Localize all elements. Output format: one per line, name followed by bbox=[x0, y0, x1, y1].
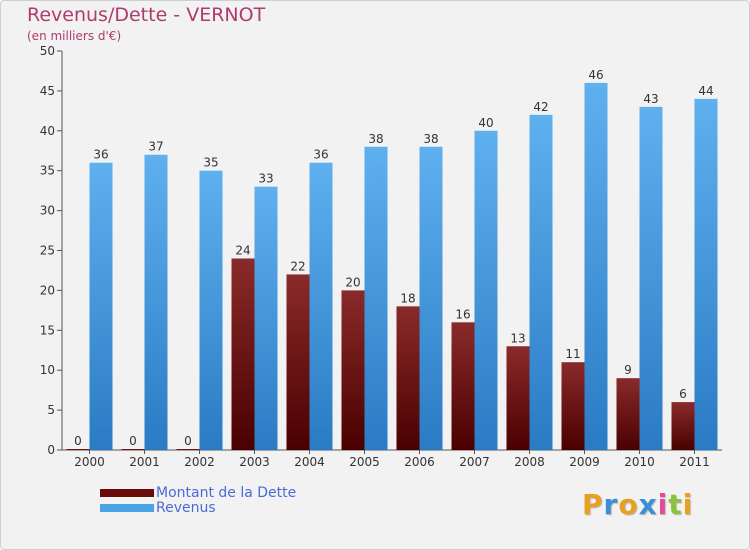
debt-value-label: 11 bbox=[565, 347, 580, 361]
logo-letter: P bbox=[582, 488, 604, 521]
revenus-bar bbox=[474, 130, 498, 451]
revenus-bar bbox=[254, 186, 278, 450]
debt-bar bbox=[341, 290, 365, 450]
revenus-bar bbox=[199, 170, 223, 450]
legend-swatch-revenus bbox=[100, 504, 154, 512]
debt-bar bbox=[671, 402, 695, 450]
chart-title: Revenus/Dette - VERNOT bbox=[27, 4, 266, 26]
y-tick-label: 40 bbox=[40, 124, 55, 138]
revenus-bar bbox=[144, 154, 168, 451]
y-tick-label: 50 bbox=[40, 44, 55, 58]
logo-letter: i bbox=[682, 488, 694, 521]
revenus-value-label: 44 bbox=[698, 84, 713, 98]
debt-bar bbox=[616, 378, 640, 450]
x-tick-label: 2006 bbox=[404, 455, 435, 469]
proxiti-logo: Proxiti bbox=[582, 488, 693, 521]
x-tick-label: 2010 bbox=[624, 455, 655, 469]
logo-letter: r bbox=[603, 488, 619, 521]
debt-value-label: 18 bbox=[400, 291, 415, 305]
debt-bar bbox=[451, 322, 475, 450]
debt-bar bbox=[176, 449, 200, 450]
legend-swatch-debt bbox=[100, 489, 154, 497]
x-tick-label: 2001 bbox=[129, 455, 160, 469]
x-tick-label: 2000 bbox=[74, 455, 105, 469]
debt-value-label: 20 bbox=[345, 275, 360, 289]
debt-bar bbox=[286, 274, 310, 450]
logo-letter: o bbox=[618, 488, 639, 521]
x-tick-label: 2002 bbox=[184, 455, 215, 469]
y-tick-label: 25 bbox=[40, 244, 55, 258]
revenus-value-label: 36 bbox=[93, 148, 108, 162]
debt-value-label: 13 bbox=[510, 331, 525, 345]
debt-value-label: 6 bbox=[679, 387, 687, 401]
logo-letter: t bbox=[668, 488, 683, 521]
bars bbox=[66, 82, 718, 451]
revenus-value-label: 33 bbox=[258, 172, 273, 186]
debt-value-label: 22 bbox=[290, 259, 305, 273]
debt-value-label: 24 bbox=[235, 243, 250, 257]
x-tick-label: 2003 bbox=[239, 455, 270, 469]
chart-subtitle: (en milliers d'€) bbox=[27, 29, 122, 43]
debt-bar bbox=[561, 362, 585, 450]
revenus-bar bbox=[584, 82, 608, 451]
y-tick-label: 10 bbox=[40, 363, 55, 377]
y-tick-label: 20 bbox=[40, 283, 55, 297]
debt-value-label: 0 bbox=[184, 434, 192, 448]
x-tick-label: 2005 bbox=[349, 455, 380, 469]
x-tick-label: 2004 bbox=[294, 455, 325, 469]
debt-bar bbox=[506, 346, 530, 450]
revenus-bar bbox=[419, 146, 443, 450]
revenus-value-label: 42 bbox=[533, 100, 548, 114]
x-tick-label: 2009 bbox=[569, 455, 600, 469]
revenus-value-label: 40 bbox=[478, 116, 493, 130]
data-labels: 0 36 0 37 0 35 24 33 22 36 20 38 18 38 16 40 13 42 11 46 9 43… bbox=[74, 68, 713, 448]
x-tick-label: 2008 bbox=[514, 455, 545, 469]
debt-value-label: 16 bbox=[455, 307, 470, 321]
revenus-value-label: 37 bbox=[148, 140, 163, 154]
logo-letter: i bbox=[657, 488, 669, 521]
revenus-bar bbox=[364, 146, 388, 450]
revenus-value-label: 43 bbox=[643, 92, 658, 106]
debt-value-label: 0 bbox=[74, 434, 82, 448]
y-tick-label: 45 bbox=[40, 84, 55, 98]
y-tick-label: 35 bbox=[40, 164, 55, 178]
x-tick-label: 2011 bbox=[679, 455, 710, 469]
y-tick-label: 0 bbox=[47, 443, 55, 457]
revenus-bar bbox=[639, 106, 663, 451]
debt-bar bbox=[121, 449, 145, 450]
debt-bar bbox=[396, 306, 420, 450]
x-tick-label: 2007 bbox=[459, 455, 490, 469]
logo-letter: x bbox=[638, 488, 658, 521]
revenus-bar bbox=[309, 162, 333, 450]
revenus-bar bbox=[529, 114, 553, 450]
revenus-value-label: 36 bbox=[313, 148, 328, 162]
legend-label-debt: Montant de la Dette bbox=[156, 485, 297, 501]
debt-bar bbox=[231, 258, 255, 450]
debt-bar bbox=[66, 449, 90, 450]
revenus-bar bbox=[694, 98, 718, 450]
revenus-value-label: 35 bbox=[203, 156, 218, 170]
y-tick-label: 15 bbox=[40, 323, 55, 337]
revenus-value-label: 38 bbox=[423, 132, 438, 146]
y-tick-label: 30 bbox=[40, 204, 55, 218]
y-tick-label: 5 bbox=[47, 403, 55, 417]
revenus-bar bbox=[89, 162, 113, 450]
legend-label-revenus: Revenus bbox=[156, 500, 216, 516]
revenus-value-label: 38 bbox=[368, 132, 383, 146]
debt-value-label: 9 bbox=[624, 363, 632, 377]
revenus-value-label: 46 bbox=[588, 68, 603, 82]
debt-value-label: 0 bbox=[129, 434, 137, 448]
